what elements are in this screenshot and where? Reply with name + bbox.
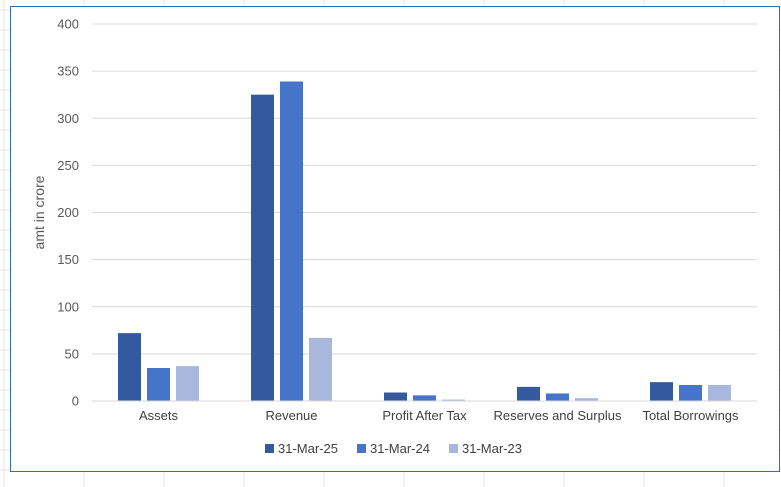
legend-swatch	[265, 444, 274, 453]
x-tick-label: Revenue	[265, 408, 317, 423]
bar	[708, 384, 731, 401]
bar	[517, 386, 540, 401]
y-tick-label: 400	[57, 17, 79, 32]
x-tick-label: Total Borrowings	[642, 408, 739, 423]
legend: 31-Mar-25 31-Mar-24 31-Mar-23	[265, 441, 522, 456]
y-tick-label: 300	[57, 111, 79, 126]
x-tick-label: Reserves and Surplus	[494, 408, 622, 423]
gridlines	[92, 23, 757, 355]
bar	[413, 395, 436, 401]
bar	[679, 384, 702, 401]
bar	[384, 392, 407, 401]
chart-area[interactable]: 0 50 100 150 200 250 300 350 400 Assets Revenue Pr…	[10, 6, 780, 472]
bar	[251, 94, 274, 401]
bar	[118, 333, 141, 401]
x-tick-label: Assets	[139, 408, 179, 423]
bar	[546, 393, 569, 401]
y-tick-label: 150	[57, 252, 79, 267]
y-tick-label: 0	[72, 394, 79, 409]
x-axis-ticks: Assets Revenue Profit After Tax Reserves an…	[139, 408, 739, 423]
legend-swatch	[449, 444, 458, 453]
legend-label: 31-Mar-24	[370, 441, 430, 456]
y-axis-ticks: 0 50 100 150 200 250 300 350 400	[57, 17, 79, 409]
y-tick-label: 250	[57, 158, 79, 173]
bar	[176, 366, 199, 401]
bar	[650, 382, 673, 401]
x-tick-label: Profit After Tax	[382, 408, 467, 423]
legend-label: 31-Mar-23	[462, 441, 522, 456]
bar	[147, 368, 170, 401]
bar	[575, 398, 598, 401]
bar	[309, 337, 332, 401]
y-tick-label: 350	[57, 64, 79, 79]
bars	[118, 81, 731, 402]
bar	[280, 81, 303, 402]
y-tick-label: 200	[57, 205, 79, 220]
y-axis-label: amt in crore	[31, 175, 47, 249]
bar-chart: 0 50 100 150 200 250 300 350 400 Assets Revenue Pr…	[31, 17, 757, 456]
legend-label: 31-Mar-25	[278, 441, 338, 456]
y-tick-label: 100	[57, 299, 79, 314]
bar	[442, 399, 465, 401]
y-tick-label: 50	[65, 346, 79, 361]
legend-swatch	[357, 444, 366, 453]
